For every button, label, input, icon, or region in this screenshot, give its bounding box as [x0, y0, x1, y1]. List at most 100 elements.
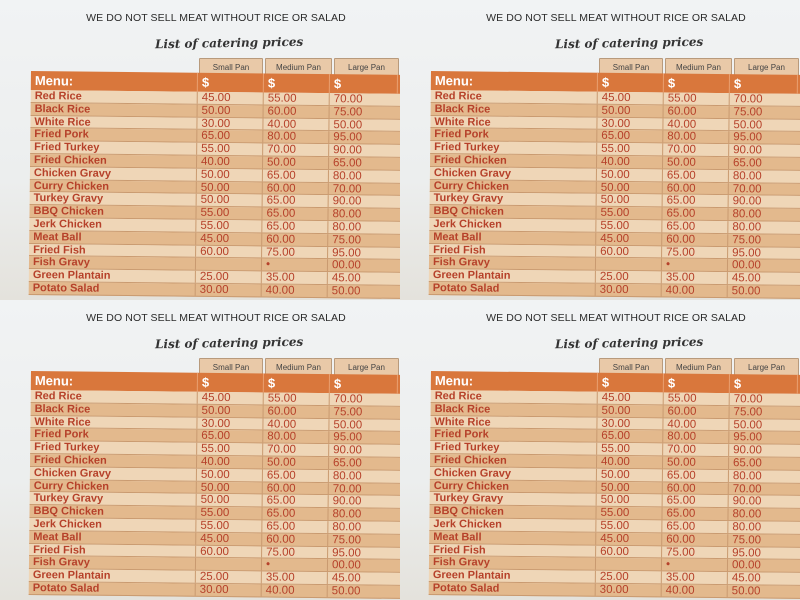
small-pan-price: 55.00 — [197, 142, 264, 156]
large-pan-price: 70.00 — [732, 182, 762, 196]
item-name: Fried Fish — [29, 243, 197, 258]
medium-pan-price: 65.00 — [662, 220, 729, 233]
large-pan-price: 70.00 — [332, 482, 362, 496]
small-pan-price: 50.00 — [596, 194, 663, 207]
medium-pan-price: 70.00 — [663, 443, 730, 457]
item-name: Potato Salad — [428, 281, 596, 296]
small-pan-price: 60.00 — [596, 245, 663, 258]
item-name: Chicken Gravy — [29, 466, 197, 481]
large-pan-price: 80.00 — [332, 469, 362, 483]
medium-pan-price: 65.00 — [262, 520, 329, 533]
medium-pan-price: 70.00 — [663, 143, 730, 157]
small-pan-price: 55.00 — [597, 142, 664, 156]
small-pan-price: 30.00 — [597, 117, 664, 130]
price-table: Menu: $ $ $ Red Rice 45.00 55.00 70.00 Black Ric… — [428, 71, 800, 299]
item-name: Black Rice — [430, 102, 598, 117]
small-pan-price: 45.00 — [596, 232, 663, 245]
currency-header: $ — [729, 74, 798, 94]
large-pan-price: 90.00 — [333, 144, 363, 157]
currency-header: $ — [663, 373, 730, 394]
medium-pan-price: 60.00 — [263, 405, 330, 418]
large-pan-price: 50.00 — [331, 285, 361, 298]
large-pan-price: 00.00 — [331, 559, 361, 572]
currency-header: $ — [597, 72, 664, 93]
item-name: BBQ Chicken — [29, 505, 197, 519]
small-pan-price: 50.00 — [196, 481, 263, 494]
medium-pan-price: 65.00 — [662, 207, 729, 221]
currency-header: $ — [329, 74, 398, 94]
item-name: Curry Chicken — [29, 479, 197, 494]
item-name: Black Rice — [30, 102, 198, 117]
item-name: Fish Gravy — [28, 256, 197, 270]
item-name: Fried Turkey — [430, 141, 598, 155]
small-pan-price: 55.00 — [596, 206, 663, 220]
large-pan-price: 50.00 — [333, 418, 363, 432]
large-pan-price: 70.00 — [733, 93, 763, 106]
medium-pan-price: 60.00 — [262, 482, 329, 495]
large-pan-price: 90.00 — [733, 144, 763, 157]
medium-pan-price: • — [661, 558, 729, 572]
large-pan-price: 90.00 — [733, 444, 763, 457]
item-name: Turkey Gravy — [29, 192, 197, 206]
small-pan-price: 50.00 — [196, 194, 263, 207]
small-pan-price: 40.00 — [596, 155, 664, 169]
large-pan-price: 50.00 — [731, 585, 761, 598]
large-pan-price: 90.00 — [732, 195, 762, 208]
notice-text: WE DO NOT SELL MEAT WITHOUT RICE OR SALA… — [486, 312, 746, 324]
menu-header: Menu: — [430, 371, 598, 392]
medium-pan-price: 40.00 — [663, 118, 730, 131]
medium-pan-price: 80.00 — [663, 130, 730, 144]
item-name: Fried Turkey — [30, 141, 198, 155]
item-name: Meat Ball — [29, 530, 197, 545]
medium-pan-price: 55.00 — [263, 392, 330, 405]
large-pan-price: 95.00 — [332, 246, 361, 260]
medium-pan-price: 60.00 — [262, 233, 329, 246]
small-pan-price: 45.00 — [197, 91, 264, 105]
large-pan-price: 70.00 — [732, 482, 762, 496]
menu-header: Menu: — [30, 71, 198, 92]
medium-pan-price: 65.00 — [662, 194, 729, 208]
item-name: Turkey Gravy — [29, 492, 197, 506]
small-pan-price: 50.00 — [196, 168, 263, 182]
medium-pan-price: 40.00 — [261, 284, 328, 297]
medium-pan-price: 40.00 — [661, 284, 728, 297]
item-name: White Rice — [30, 415, 198, 430]
item-name: Fried Fish — [429, 543, 597, 558]
large-pan-price: 90.00 — [333, 444, 363, 457]
medium-pan-price: 65.00 — [662, 520, 729, 533]
large-pan-price: 75.00 — [332, 233, 362, 247]
medium-pan-price: 35.00 — [661, 271, 728, 285]
menu-photo-1: WE DO NOT SELL MEAT WITHOUT RICE OR SALA… — [0, 0, 400, 300]
medium-pan-price: • — [261, 558, 329, 572]
medium-pan-price: 75.00 — [662, 545, 729, 559]
large-pan-price: 00.00 — [331, 259, 361, 272]
small-pan-price: 55.00 — [196, 519, 263, 533]
large-pan-price: 75.00 — [732, 533, 762, 547]
medium-pan-price: 65.00 — [262, 207, 329, 221]
medium-pan-price: 35.00 — [261, 571, 328, 585]
large-pan-price: 90.00 — [732, 495, 762, 508]
large-pan-price: 80.00 — [732, 508, 762, 521]
item-name: Fried Chicken — [430, 453, 598, 468]
menu-title: List of catering prices — [554, 34, 704, 52]
medium-pan-price: 65.00 — [662, 507, 729, 521]
medium-pan-price: 65.00 — [262, 507, 329, 521]
small-pan-price: 45.00 — [597, 91, 664, 105]
small-pan-price — [195, 558, 263, 571]
large-pan-price: 50.00 — [331, 585, 361, 598]
item-name: Fried Chicken — [430, 153, 598, 168]
item-name: Turkey Gravy — [429, 492, 597, 506]
large-pan-price: 45.00 — [731, 272, 761, 285]
large-pan-price: 45.00 — [331, 272, 361, 285]
small-pan-price: 30.00 — [595, 283, 662, 297]
small-pan-price: 30.00 — [197, 117, 264, 130]
large-pan-price: 70.00 — [733, 393, 763, 406]
menu-title: List of catering prices — [554, 334, 704, 352]
medium-pan-price: 55.00 — [663, 92, 730, 105]
small-pan-price: 25.00 — [595, 270, 662, 284]
large-pan-price: 65.00 — [332, 457, 362, 470]
large-pan-price: 90.00 — [332, 195, 362, 208]
item-name: Jerk Chicken — [429, 217, 597, 232]
item-name: Fried Pork — [30, 428, 198, 442]
item-name: White Rice — [430, 115, 598, 130]
